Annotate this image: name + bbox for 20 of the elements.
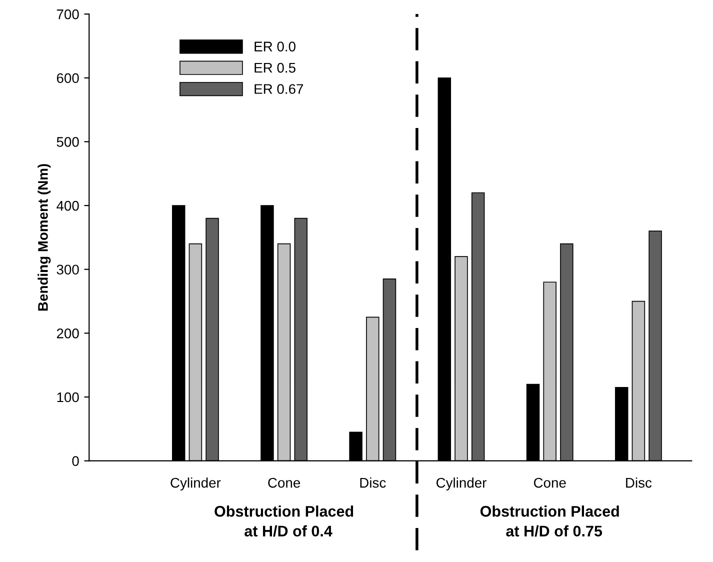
x-tick-label: Cone [534,478,566,488]
y-tick-label: 0 [72,456,79,466]
legend-label: ER 0.0 [254,42,296,52]
x-tick-label: Cylinder [436,478,486,490]
x-tick-label: Cone [268,478,300,488]
legend-label: ER 0.67 [254,84,304,94]
y-tick-label: 300 [56,264,79,275]
x-tick-label: Cylinder [170,478,221,490]
y-axis-title: Bending Moment (Nm) [38,164,51,311]
y-tick-label: 700 [56,9,79,20]
y-tick-label: 500 [56,137,79,147]
text: Obstruction Placed at H/D of 0.75 [480,506,619,537]
legend-label: ER 0.5 [254,62,296,73]
y-tick-label: 100 [57,392,79,402]
y-tick-label: 200 [56,328,79,338]
text: Obstruction Placed at H/D of 0.4 [214,506,354,537]
x-tick-label: Disc [626,478,652,488]
y-tick-label: 600 [56,73,79,84]
y-tick-label: 400 [56,200,79,211]
x-tick-label: Disc [360,478,386,488]
